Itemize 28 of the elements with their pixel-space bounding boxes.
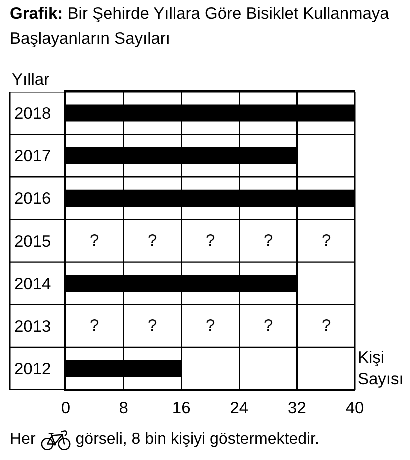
annotation: ? bbox=[322, 232, 332, 250]
annotation: ? bbox=[90, 232, 100, 250]
y-tick-label: 2014 bbox=[14, 275, 52, 294]
x-tick-label: 24 bbox=[230, 399, 249, 418]
x-tick-label: 40 bbox=[346, 399, 364, 418]
annotation: ? bbox=[90, 317, 100, 335]
chart-title: Grafik: Bir Şehirde Yıllara Göre Bisiklet Kullanmaya Başlayanların Sayıları bbox=[10, 5, 390, 48]
text: görseli, 8 bin kişiyi göstermektedir. bbox=[76, 430, 320, 450]
x-tick-label: 16 bbox=[172, 399, 191, 418]
annotation: ? bbox=[148, 232, 158, 250]
x-axis-title: Kişi Sayısı bbox=[358, 349, 404, 388]
y-tick-label: 2013 bbox=[14, 318, 52, 336]
annotation: ? bbox=[148, 317, 158, 335]
text: Her bbox=[10, 430, 36, 450]
y-tick-label: 2015 bbox=[14, 232, 52, 251]
x-tick-label: 8 bbox=[119, 399, 128, 418]
annotation: ? bbox=[322, 317, 332, 335]
y-tick-label: 2018 bbox=[14, 105, 52, 124]
y-axis-title: Yıllar bbox=[12, 71, 50, 89]
annotation: ? bbox=[206, 317, 216, 335]
y-tick-label: 2016 bbox=[14, 190, 52, 208]
y-tick-label: 2017 bbox=[14, 148, 52, 166]
annotation: ? bbox=[264, 232, 274, 250]
annotation: ? bbox=[264, 317, 274, 335]
x-tick-label: 32 bbox=[288, 399, 306, 418]
y-tick-label: 2012 bbox=[14, 360, 52, 378]
annotation: ? bbox=[206, 232, 216, 250]
x-tick-label: 0 bbox=[61, 399, 71, 418]
